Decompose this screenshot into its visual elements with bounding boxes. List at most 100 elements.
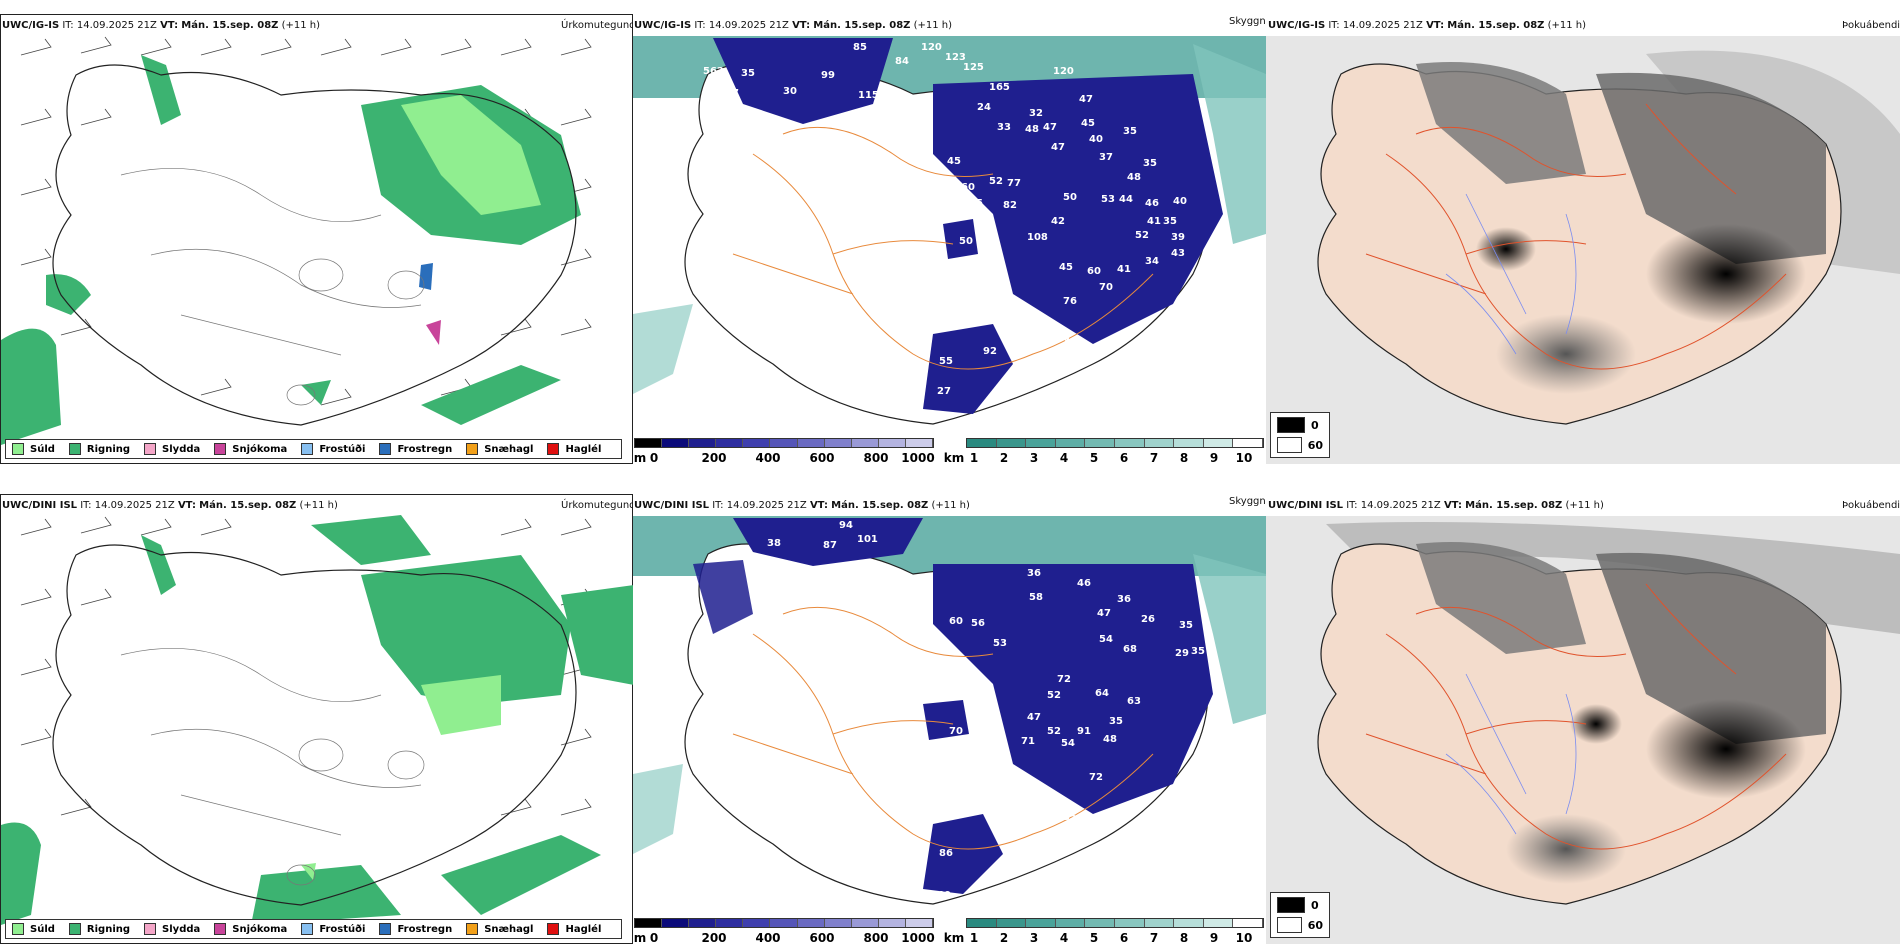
ceiling-label: 52: [1047, 726, 1061, 737]
visibility-area-sw: [633, 304, 693, 394]
fog-area-central: [1476, 227, 1536, 271]
colorbar-cell: [1114, 919, 1145, 927]
precip-area-north-rain: [311, 515, 431, 565]
colorbar-cell: [743, 919, 771, 927]
fog-legend-row: 60: [1277, 437, 1323, 453]
fog-legend-swatch: [1277, 917, 1302, 933]
colorbar-tick: 10: [1235, 451, 1253, 465]
ceiling-label: 120: [1053, 66, 1074, 77]
panel-title: Þokuábendi: [1842, 500, 1900, 511]
ceiling-label: 47: [1097, 608, 1111, 619]
colorbar-tick: 2: [999, 451, 1009, 465]
legend-swatch: [68, 443, 81, 455]
ceiling-label: 562: [703, 66, 724, 77]
fog-area-northeast: [1596, 72, 1826, 264]
wind-barbs: [20, 36, 592, 406]
road-network: [732, 126, 1154, 370]
ceiling-label: 47: [1027, 712, 1041, 723]
ceiling-label: 52: [1135, 230, 1149, 241]
ceiling-label: 49: [745, 560, 759, 571]
ceiling-label: 35: [1179, 620, 1193, 631]
ceiling-label: 36: [1063, 336, 1077, 347]
ceiling-label: 44: [1119, 194, 1133, 205]
it-label: IT:: [1328, 20, 1340, 31]
legend-label: Slydda: [162, 923, 201, 935]
legend-item-suld: Súld: [12, 443, 55, 455]
ceiling-label: 60: [961, 182, 975, 193]
legend-label: Slydda: [162, 443, 201, 455]
ceiling-label: 92: [983, 346, 997, 357]
colorbar-tick: 7: [1149, 931, 1159, 945]
legend-item-frostregn: Frostregn: [379, 443, 452, 455]
ceiling-label: 34: [1145, 256, 1159, 267]
ceiling-label: 54: [1099, 634, 1113, 645]
legend-item-suld: Súld: [12, 923, 55, 935]
ceiling-label: 94: [839, 520, 853, 531]
legend-label: Snæhagl: [484, 923, 534, 935]
ceiling-label: 37: [1099, 152, 1113, 163]
colorbar-cell: [635, 439, 663, 447]
legend-label: Snjókoma: [232, 923, 288, 935]
model-name: UWC/IG-IS: [2, 20, 60, 31]
ceiling-label: 42: [1051, 216, 1065, 227]
ceiling-label: 43: [1171, 248, 1185, 259]
colorbar-cell: [824, 439, 852, 447]
ceiling-label: 43: [787, 586, 801, 597]
legend-item-snjokoma: Snjókoma: [214, 443, 287, 455]
colorbar-cells: [634, 918, 934, 928]
ceiling-label: 58: [1029, 592, 1043, 603]
panel-precip-bottom: Súld Rigning Slydda Snjókoma Frostúði Fr…: [0, 494, 634, 944]
fog-index-legend: 0 60: [1270, 892, 1330, 938]
colorbar-tick: 9: [1209, 931, 1219, 945]
colorbar-tick: 800: [863, 451, 889, 465]
vt-label: VT:: [177, 500, 196, 511]
colorbar-cell: [770, 439, 798, 447]
ceiling-label: 84: [895, 56, 909, 67]
colorbar-unit: km: [943, 931, 965, 945]
vt-label: VT:: [792, 20, 811, 31]
ceiling-label: 29: [1175, 648, 1189, 659]
colorbar-cell: [662, 919, 690, 927]
model-name: UWC/DINI ISL: [1268, 500, 1344, 511]
ceiling-label: 50: [959, 236, 973, 247]
colorbar-tick: 10: [1235, 931, 1253, 945]
colorbar-cell: [797, 919, 825, 927]
cloud-area-central: [943, 219, 978, 259]
colorbar-tick: 6: [1119, 451, 1129, 465]
lead-time: (+11 h): [913, 20, 953, 31]
colorbar-tick: 600: [809, 931, 835, 945]
colorbar-tick: 7: [1149, 451, 1159, 465]
ceiling-label: 41: [1117, 264, 1131, 275]
vt-label: VT:: [1426, 20, 1445, 31]
colorbar-cells: [634, 438, 934, 448]
colorbar-cell: [1203, 439, 1234, 447]
colorbar-tick: 600: [809, 451, 835, 465]
colorbar-tick: 2: [999, 931, 1009, 945]
lead-time: (+11 h): [1547, 20, 1587, 31]
legend-item-rigning: Rigning: [68, 443, 130, 455]
fog-area-north: [1416, 542, 1586, 654]
ceiling-label: 35: [741, 68, 755, 79]
cloud-base-colorbar: m 0 200 400 600 800 1000: [634, 918, 935, 948]
ceiling-label: 52: [989, 176, 1003, 187]
colorbar-cell: [1233, 919, 1263, 927]
precip-area-ne-drizzle: [421, 675, 501, 735]
ceiling-label: 86: [939, 848, 953, 859]
legend-item-frostregn: Frostregn: [379, 923, 452, 935]
panel-fog-bottom: 0 60: [1266, 494, 1900, 944]
cloud-base-colorbar: m 0 200 400 600 800 1000: [634, 438, 935, 468]
fog-area-south: [1506, 814, 1626, 884]
colorbar-cell: [689, 439, 717, 447]
ceiling-label: 60: [949, 616, 963, 627]
fog-legend-swatch: [1277, 437, 1302, 453]
colorbar-cell: [905, 439, 934, 447]
legend-swatch: [379, 443, 392, 455]
ceiling-label: 47: [1043, 122, 1057, 133]
colorbar-cell: [851, 439, 879, 447]
legend-swatch: [214, 443, 227, 455]
legend-item-rigning: Rigning: [68, 923, 130, 935]
visibility-area-east: [1193, 554, 1266, 724]
panel-title: Skyggni: [1229, 16, 1269, 27]
fog-area-northeast: [1596, 552, 1826, 744]
fog-legend-label: 0: [1311, 898, 1319, 912]
